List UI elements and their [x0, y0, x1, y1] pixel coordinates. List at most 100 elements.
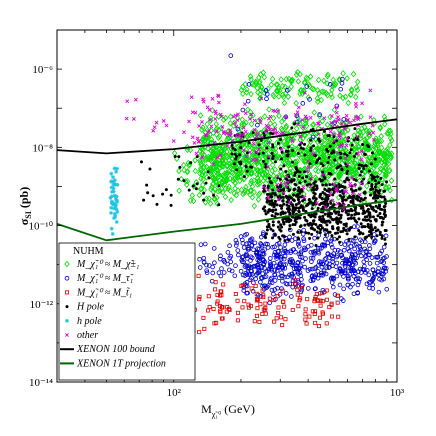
data-point — [308, 162, 312, 166]
legend-entry-3: H pole — [76, 302, 105, 313]
data-point — [251, 130, 255, 134]
data-point — [218, 293, 223, 298]
data-point — [310, 273, 315, 278]
data-point — [249, 243, 254, 248]
data-point — [293, 223, 297, 227]
data-point — [248, 258, 253, 263]
data-point — [311, 85, 317, 93]
data-point — [235, 187, 241, 194]
data-point — [382, 172, 388, 179]
data-point — [258, 117, 263, 122]
data-point — [205, 105, 210, 110]
data-point — [202, 191, 206, 195]
data-point — [270, 214, 274, 218]
data-point — [336, 115, 341, 120]
data-point — [297, 216, 301, 220]
data-point — [196, 139, 201, 144]
data-point — [241, 288, 247, 293]
data-point — [351, 166, 357, 173]
data-point — [301, 185, 306, 190]
data-point — [211, 246, 217, 251]
data-point — [235, 126, 241, 132]
data-point — [245, 170, 251, 177]
data-point — [382, 189, 386, 193]
data-point — [282, 202, 286, 206]
data-point — [201, 260, 207, 265]
data-point — [210, 264, 215, 270]
data-point — [263, 205, 267, 209]
data-point — [325, 166, 331, 173]
data-point — [350, 143, 354, 147]
data-point — [232, 162, 236, 166]
data-point — [297, 187, 301, 191]
data-point — [228, 259, 234, 265]
data-point — [263, 151, 269, 159]
data-point — [261, 151, 265, 155]
data-point — [228, 168, 234, 176]
data-point — [340, 167, 344, 171]
data-point — [248, 303, 253, 308]
data-point — [288, 77, 294, 85]
data-point — [247, 277, 253, 283]
data-point — [180, 161, 187, 169]
data-point — [317, 315, 322, 320]
data-point — [345, 117, 350, 122]
data-point — [204, 120, 210, 128]
data-point — [282, 235, 286, 239]
data-point — [254, 134, 259, 139]
data-point — [238, 132, 242, 137]
data-point — [242, 264, 248, 269]
data-point — [279, 167, 283, 171]
data-point — [205, 134, 211, 141]
data-point — [218, 253, 223, 259]
data-point — [309, 215, 313, 219]
data-point — [296, 195, 300, 199]
data-point — [219, 163, 225, 170]
data-point — [280, 278, 285, 284]
data-point — [347, 237, 351, 241]
data-point — [215, 173, 221, 181]
data-point — [361, 206, 365, 210]
data-point — [324, 92, 331, 99]
data-point — [308, 236, 312, 240]
data-point — [291, 160, 295, 164]
data-point — [289, 294, 294, 299]
data-point — [198, 151, 204, 159]
y-tick-label: 10⁻¹⁴ — [29, 377, 53, 389]
data-point — [331, 142, 338, 149]
data-point — [270, 91, 276, 99]
data-point — [360, 170, 364, 174]
data-point — [303, 90, 307, 95]
data-point — [268, 264, 273, 269]
data-point — [272, 166, 278, 173]
data-point — [350, 209, 354, 213]
data-point — [259, 167, 265, 174]
data-point — [221, 282, 226, 287]
data-point — [257, 143, 261, 147]
data-point — [279, 286, 284, 291]
series-5 — [124, 88, 376, 211]
data-point — [359, 149, 364, 154]
data-point — [197, 124, 201, 128]
data-point — [266, 140, 271, 145]
data-point — [362, 209, 366, 213]
data-point — [381, 260, 386, 265]
data-point — [243, 253, 249, 258]
data-point — [363, 225, 367, 229]
data-point — [329, 201, 333, 205]
data-point — [283, 114, 289, 120]
data-point — [383, 198, 387, 202]
data-point — [341, 247, 347, 253]
data-point — [218, 289, 223, 294]
data-point — [380, 207, 384, 211]
data-point — [253, 78, 259, 85]
data-point — [283, 249, 289, 254]
data-point — [361, 123, 368, 131]
data-point — [197, 297, 202, 302]
axis-ticks: 10² 10³ 10⁻⁶ 10⁻⁸ 10⁻¹⁰ 10⁻¹² 10⁻¹⁴ — [28, 29, 405, 399]
data-point — [355, 220, 359, 224]
data-point — [367, 169, 371, 173]
data-point — [313, 228, 317, 232]
data-point — [219, 179, 225, 186]
data-point — [271, 223, 275, 227]
